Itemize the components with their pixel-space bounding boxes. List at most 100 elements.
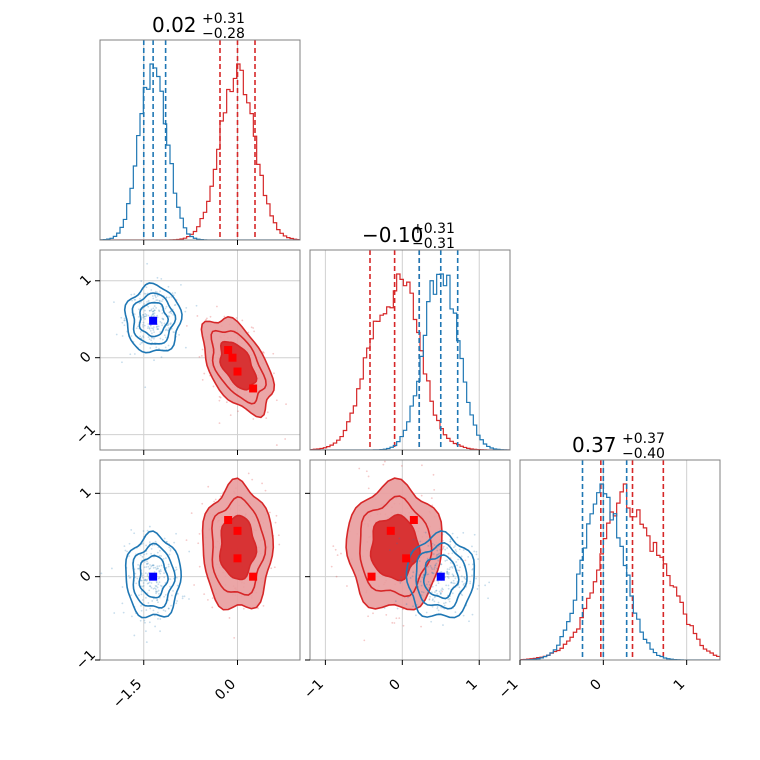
scatter-point-blue (450, 581, 453, 584)
contour-blue (405, 530, 476, 619)
scatter-point-blue (157, 617, 159, 620)
scatter-point-blue (139, 554, 142, 557)
scatter-point-blue (446, 570, 449, 573)
scatter-point-blue (477, 584, 480, 587)
scatter-point-blue (153, 309, 156, 312)
scatter-point-blue (149, 607, 152, 610)
scatter-point-blue (146, 582, 149, 585)
scatter-point-blue (146, 560, 148, 563)
scatter-point-blue (426, 592, 429, 595)
scatter-point-blue (462, 531, 465, 534)
scatter-point-blue (152, 327, 155, 330)
scatter-point-blue (151, 564, 154, 567)
scatter-point-blue (162, 557, 165, 560)
scatter-point-blue (148, 589, 151, 592)
scatter-point-blue (156, 599, 158, 602)
scatter-point-red (272, 352, 275, 355)
contour-blue (131, 292, 177, 345)
scatter-point-red (252, 418, 255, 420)
scatter-point-red (206, 317, 208, 320)
scatter-point-red (433, 488, 436, 491)
scatter-point-blue (122, 611, 125, 614)
scatter-point-blue (139, 343, 142, 346)
scatter-point-blue (144, 579, 147, 581)
scatter-point-blue (436, 607, 439, 610)
scatter-point-blue (136, 577, 139, 580)
2d-panel-content (100, 460, 300, 660)
scatter-point-blue (445, 584, 448, 587)
scatter-point-blue (168, 553, 171, 556)
scatter-point-blue (155, 580, 158, 583)
scatter-point-blue (145, 552, 148, 555)
panel-title-minus: −0.40 (622, 446, 665, 462)
scatter-point-red (372, 612, 374, 615)
scatter-point-blue (451, 592, 454, 595)
scatter-point-blue (169, 322, 172, 324)
scatter-point-blue (488, 581, 491, 584)
marker-red (224, 516, 233, 524)
scatter-point-blue (143, 553, 146, 556)
scatter-point-red (185, 325, 188, 327)
contour-red (210, 329, 267, 405)
scatter-point-blue (409, 566, 412, 569)
scatter-point-blue (147, 323, 150, 325)
scatter-point-blue (142, 530, 145, 532)
scatter-point-blue (129, 576, 132, 579)
scatter-point-blue (166, 329, 169, 332)
x-tick-label: −1.5 (110, 676, 145, 711)
scatter-point-red (228, 617, 231, 619)
2d-panel-1-0 (99, 249, 301, 451)
scatter-point-blue (144, 318, 146, 320)
scatter-point-blue (430, 620, 433, 623)
scatter-point-blue (153, 571, 156, 573)
scatter-point-blue (431, 605, 434, 608)
scatter-point-red (205, 318, 207, 321)
scatter-point-blue (443, 604, 446, 607)
scatter-point-blue (471, 613, 474, 616)
scatter-point-blue (155, 581, 158, 584)
histogram-red (310, 273, 510, 450)
scatter-point-red (383, 460, 386, 463)
panel-title-median: 0.02 (152, 13, 197, 37)
scatter-point-blue (130, 335, 133, 337)
scatter-point-blue (158, 299, 161, 302)
scatter-point-blue (409, 577, 412, 579)
scatter-point-blue (411, 575, 414, 578)
scatter-point-blue (158, 581, 161, 584)
scatter-point-red (441, 590, 444, 593)
scatter-point-blue (449, 544, 452, 546)
scatter-point-blue (149, 324, 152, 327)
scatter-point-blue (157, 325, 160, 328)
scatter-point-blue (128, 576, 131, 579)
scatter-point-blue (163, 595, 166, 598)
scatter-point-blue (141, 574, 144, 577)
scatter-point-blue (121, 321, 124, 324)
scatter-point-blue (150, 552, 152, 555)
scatter-point-blue (453, 546, 455, 549)
scatter-point-blue (142, 321, 145, 324)
scatter-point-blue (456, 569, 459, 572)
scatter-point-red (223, 315, 226, 318)
scatter-point-blue (152, 310, 155, 312)
scatter-point-blue (412, 571, 415, 574)
scatter-point-blue (149, 564, 151, 566)
scatter-point-blue (176, 592, 179, 595)
scatter-point-blue (442, 624, 444, 626)
scatter-point-blue (165, 328, 168, 331)
scatter-point-blue (174, 303, 177, 306)
scatter-point-red (332, 545, 335, 548)
scatter-point-red (335, 575, 338, 578)
scatter-point-blue (449, 540, 452, 543)
scatter-point-blue (144, 621, 146, 624)
scatter-point-blue (140, 604, 142, 607)
scatter-point-red (237, 410, 239, 413)
scatter-point-blue (143, 324, 146, 327)
scatter-point-blue (145, 596, 147, 599)
scatter-point-blue (452, 575, 455, 578)
scatter-point-blue (148, 541, 151, 544)
scatter-point-blue (152, 587, 155, 590)
scatter-point-blue (152, 564, 155, 567)
scatter-point-blue (156, 291, 159, 294)
scatter-point-blue (150, 565, 153, 568)
